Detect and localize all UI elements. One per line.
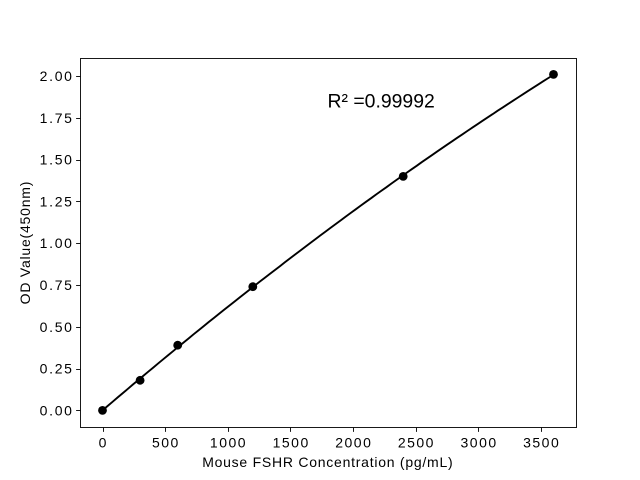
svg-text:0.75: 0.75 xyxy=(40,277,74,293)
svg-text:3000: 3000 xyxy=(461,434,498,450)
svg-text:3500: 3500 xyxy=(523,434,560,450)
svg-text:OD Value(450nm): OD Value(450nm) xyxy=(17,181,33,305)
svg-text:500: 500 xyxy=(152,434,180,450)
svg-text:0.50: 0.50 xyxy=(40,319,74,335)
svg-text:2000: 2000 xyxy=(335,434,372,450)
svg-text:1.25: 1.25 xyxy=(40,193,74,209)
svg-text:Mouse FSHR Concentration (pg/m: Mouse FSHR Concentration (pg/mL) xyxy=(202,454,453,470)
svg-text:1500: 1500 xyxy=(273,434,310,450)
svg-text:0: 0 xyxy=(99,434,108,450)
svg-text:R² =0.99992: R² =0.99992 xyxy=(328,91,435,113)
svg-text:1.00: 1.00 xyxy=(40,235,74,251)
svg-text:0.25: 0.25 xyxy=(40,361,74,377)
svg-text:2500: 2500 xyxy=(398,434,435,450)
svg-text:1.50: 1.50 xyxy=(40,152,74,168)
svg-text:1000: 1000 xyxy=(210,434,247,450)
svg-text:1.75: 1.75 xyxy=(40,110,74,126)
svg-text:2.00: 2.00 xyxy=(40,68,74,84)
svg-text:0.00: 0.00 xyxy=(40,402,74,418)
